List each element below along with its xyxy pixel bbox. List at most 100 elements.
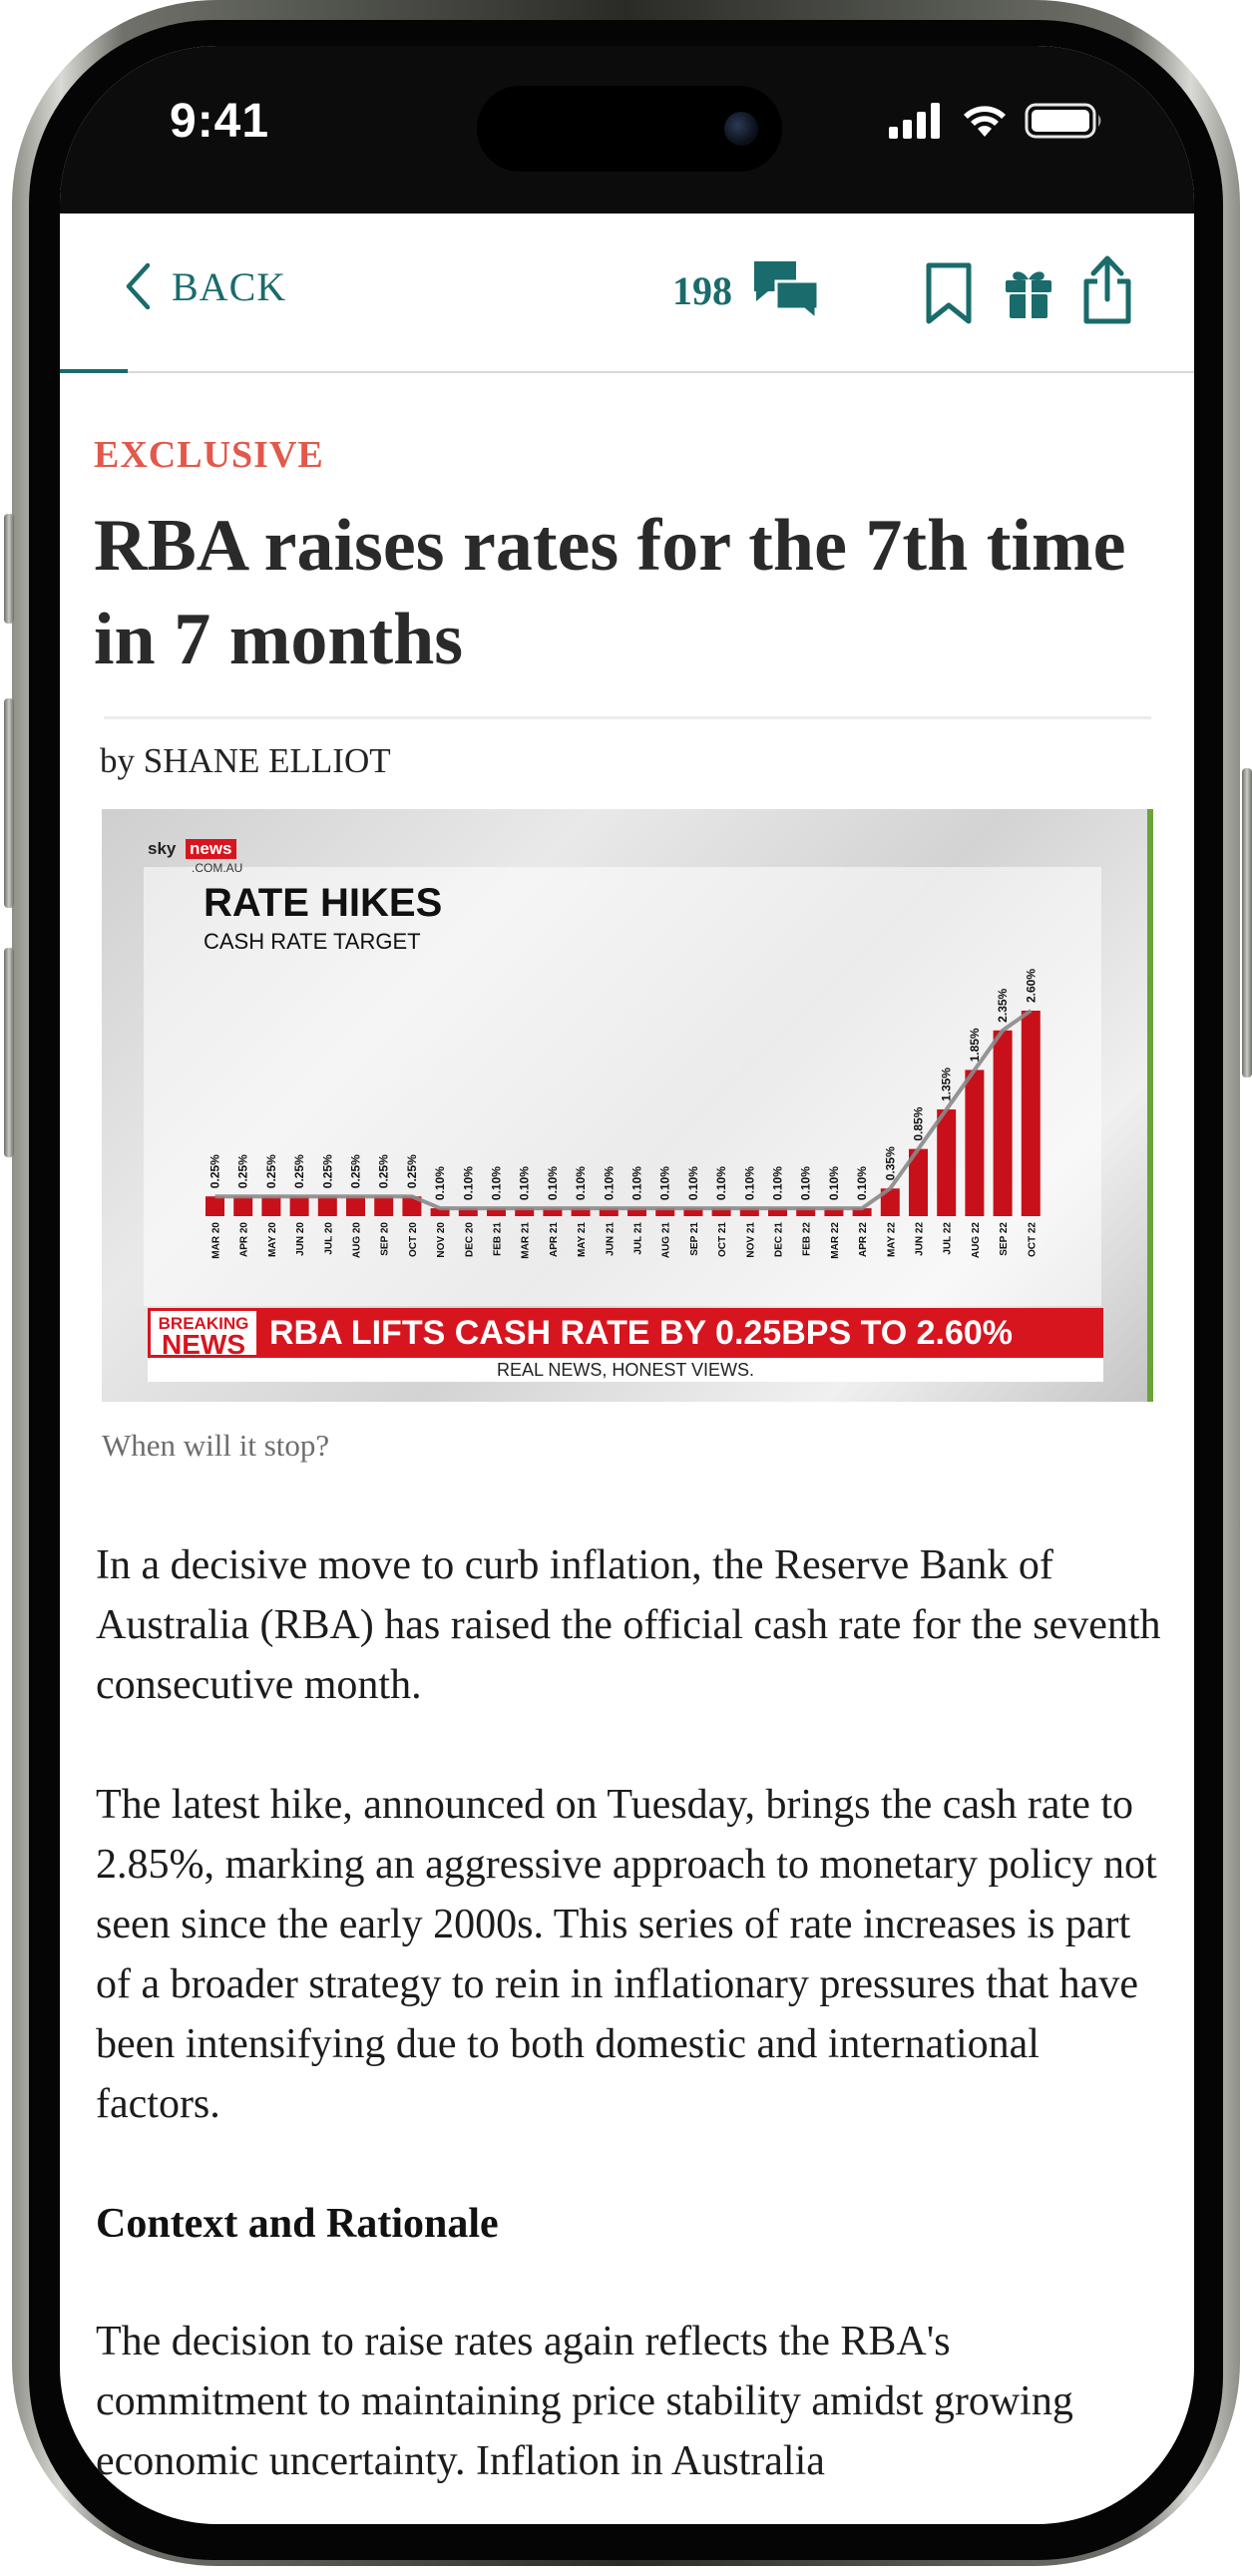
gift-icon[interactable] [1004, 265, 1053, 319]
chart-bar [739, 1208, 759, 1216]
chart-category-label: JUL 20 [323, 1222, 334, 1255]
badge-bottom: NEWS [162, 1329, 245, 1360]
chart-value-label: 0.10% [714, 1166, 728, 1200]
chart-trend-line [214, 1009, 1033, 1211]
chart-category-label: MAR 22 [830, 1222, 841, 1259]
wifi-icon [964, 106, 1006, 137]
chart-value-label: 0.25% [349, 1154, 363, 1188]
power-button [1242, 768, 1252, 1077]
battery-icon [1025, 103, 1101, 139]
chart-value-label: 0.10% [658, 1166, 672, 1200]
chart-value-label: 0.10% [742, 1166, 756, 1200]
chart-value-label: 0.25% [377, 1154, 391, 1188]
chart-bar [233, 1196, 253, 1216]
banner-tagline: REAL NEWS, HONEST VIEWS. [148, 1358, 1103, 1382]
article-byline: by SHANE ELLIOT [100, 741, 391, 780]
chart-value-label: 0.10% [546, 1166, 560, 1200]
chart-value-label: 2.60% [1024, 969, 1038, 1003]
article-headline: RBA raises rates for the 7th time in 7 m… [94, 505, 1126, 680]
chart-category-label: OCT 20 [408, 1222, 419, 1257]
share-icon[interactable] [1081, 253, 1133, 325]
rate-chart: 0.25% MAR 20 0.25% APR 20 0.25% MAY 20 0.25% JU… [206, 969, 1041, 1259]
dynamic-island [477, 86, 782, 172]
chart-bar [711, 1208, 731, 1216]
chart-bar [487, 1208, 506, 1216]
chart-bar [571, 1208, 591, 1216]
chart-bar [655, 1208, 675, 1216]
hero-image[interactable]: sky news .COM.AU RATE HIKES CASH RATE TA… [102, 809, 1153, 1402]
chart-category-label: APR 21 [549, 1222, 560, 1257]
chart-category-label: AUG 21 [661, 1222, 672, 1259]
chart-category-label: AUG 22 [971, 1222, 982, 1259]
chart-category-label: NOV 20 [436, 1222, 447, 1258]
chart-bar [796, 1208, 816, 1216]
chart-bar [599, 1208, 619, 1216]
chart-value-label: 0.35% [883, 1146, 897, 1180]
chart-category-label: MAY 22 [886, 1222, 897, 1257]
status-bar: 9:41 [60, 46, 1194, 214]
chart-value-label: 0.10% [630, 1166, 644, 1200]
chart-category-label: SEP 20 [380, 1222, 391, 1256]
back-button[interactable]: BACK [124, 261, 286, 311]
chart-category-label: DEC 21 [774, 1222, 785, 1257]
chart-category-label: FEB 22 [802, 1222, 813, 1256]
chart-value-label: 0.10% [686, 1166, 700, 1200]
article-kicker: EXCLUSIVE [94, 434, 324, 476]
article-toolbar: BACK 198 [60, 214, 1194, 373]
badge-top: BREAKING [158, 1314, 249, 1333]
article: EXCLUSIVE RBA raises rates for the 7th t… [94, 373, 1161, 2524]
chart-value-label: 0.25% [405, 1154, 419, 1188]
chart-category-label: APR 22 [858, 1222, 869, 1257]
chart-value-label: 0.10% [518, 1166, 532, 1200]
chart-category-label: MAR 20 [211, 1222, 222, 1259]
chart-bar [880, 1188, 900, 1216]
signal-icon [889, 103, 940, 139]
chart-value-label: 0.10% [490, 1166, 504, 1200]
chart-value-label: 0.85% [912, 1106, 926, 1140]
section-heading: Context and Rationale [96, 2201, 499, 2247]
comment-count: 198 [672, 267, 732, 313]
chart-value-label: 0.10% [602, 1166, 616, 1200]
phone-screen: 9:41 BACK [60, 46, 1194, 2524]
chart-value-label: 1.35% [940, 1068, 954, 1101]
chart-bar [768, 1208, 787, 1216]
chart-category-label: OCT 21 [717, 1222, 728, 1257]
chart-category-label: APR 20 [239, 1222, 250, 1257]
chart-value-label: 1.85% [968, 1028, 982, 1062]
comments-button[interactable]: 198 [672, 259, 822, 321]
chart-value-label: 0.25% [320, 1154, 334, 1188]
chart-bar [993, 1030, 1013, 1216]
breaking-news-badge: BREAKING NEWS [148, 1308, 259, 1360]
chart-subtitle: CASH RATE TARGET [204, 929, 421, 954]
headline-divider [104, 716, 1151, 719]
chart-bar [543, 1208, 563, 1216]
chart-bar [965, 1070, 985, 1216]
chart-bar [683, 1208, 703, 1216]
image-caption: When will it stop? [102, 1428, 330, 1463]
chart-category-label: NOV 21 [745, 1222, 756, 1258]
sky-news-logo: sky news .COM.AU [148, 839, 247, 879]
paragraph: The decision to raise rates again reflec… [96, 2319, 1073, 2484]
chart-bar [346, 1196, 365, 1216]
logo-brand: sky [148, 839, 177, 858]
volume-down-button [4, 948, 14, 1157]
chart-bar [937, 1109, 957, 1216]
chart-value-label: 0.25% [264, 1154, 278, 1188]
chart-category-label: DEC 20 [464, 1222, 475, 1257]
chart-bar [402, 1196, 422, 1216]
chart-category-label: AUG 20 [352, 1222, 363, 1259]
chart-value-label: 0.10% [799, 1166, 813, 1200]
paragraph: In a decisive move to curb inflation, th… [96, 1542, 1161, 1708]
chart-category-label: JUN 21 [605, 1222, 616, 1256]
chart-bar [317, 1196, 337, 1216]
chart-value-label: 0.10% [855, 1166, 869, 1200]
chart-value-label: 0.25% [236, 1154, 250, 1188]
mute-switch [4, 514, 14, 624]
chart-value-label: 0.25% [209, 1154, 222, 1188]
chart-bar [515, 1208, 535, 1216]
chart-bar [430, 1208, 450, 1216]
chart-category-label: JUN 20 [295, 1222, 306, 1256]
chart-bar [261, 1196, 281, 1216]
chart-bar [206, 1196, 224, 1216]
bookmark-icon[interactable] [924, 261, 974, 325]
